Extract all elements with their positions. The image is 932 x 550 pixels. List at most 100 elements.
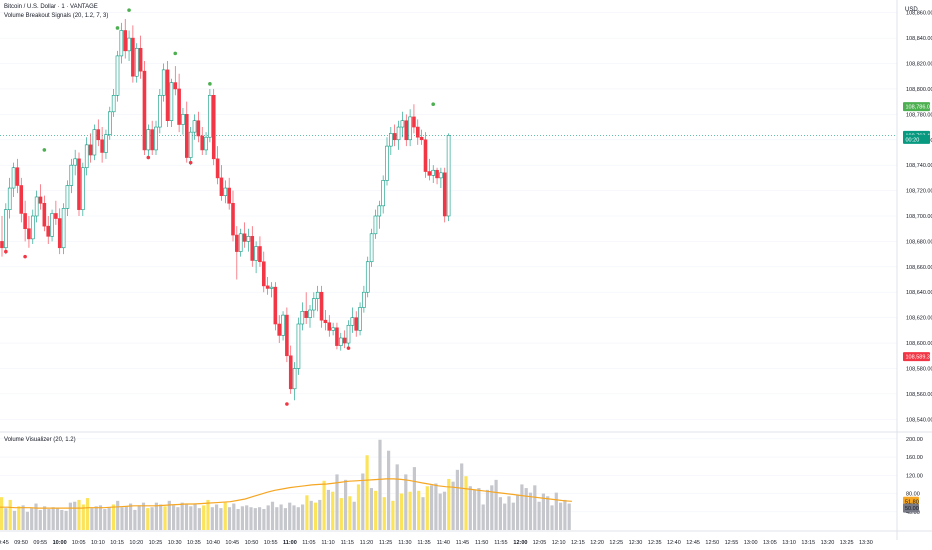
candle <box>404 114 409 147</box>
candle <box>392 124 397 147</box>
volume-bar <box>447 478 451 530</box>
candle-body <box>223 187 228 196</box>
candle-body <box>254 246 258 261</box>
candle <box>42 195 47 232</box>
sell-signal-dot <box>346 346 351 350</box>
time-tick-label: 12:35 <box>648 540 662 546</box>
buy-signal-dot <box>173 51 178 56</box>
volume-bar <box>546 496 550 530</box>
candle-body <box>215 158 220 179</box>
candle-body <box>250 236 255 261</box>
time-tick-label: 11:10 <box>321 540 334 546</box>
candle-body <box>423 139 428 172</box>
candle-body <box>227 187 231 204</box>
candle <box>81 162 85 216</box>
volume-bar <box>374 490 378 530</box>
volume-bar <box>0 497 4 530</box>
time-tick-label: 11:30 <box>398 540 411 546</box>
candle <box>439 167 443 189</box>
volume-bar <box>507 496 511 530</box>
candle <box>57 208 62 255</box>
candle <box>92 124 97 161</box>
candle <box>108 106 112 140</box>
volume-bar <box>331 491 335 530</box>
candle-body <box>127 37 131 52</box>
time-tick-label: 09:55 <box>33 540 47 546</box>
volume-bar <box>352 501 356 530</box>
volume-bar <box>490 485 494 530</box>
volume-bar <box>227 507 232 530</box>
candle-body <box>238 233 243 252</box>
candle-body <box>369 233 374 263</box>
volume-bar <box>520 484 524 530</box>
candle-body <box>115 55 120 96</box>
candle <box>423 132 428 178</box>
time-tick-label: 10:20 <box>129 540 143 546</box>
volume-badge: 51.80 <box>903 496 919 506</box>
time-tick-label: 11:25 <box>379 540 392 546</box>
candle <box>4 203 8 255</box>
candle-body <box>208 94 212 138</box>
candle <box>312 292 316 318</box>
candle-body <box>96 129 101 141</box>
candle <box>369 228 374 267</box>
volume-bar <box>55 508 60 530</box>
candle <box>427 158 432 181</box>
candle <box>273 282 278 331</box>
volume-badge-label: 51.80 <box>905 499 919 505</box>
candle <box>61 203 66 255</box>
price-axis[interactable]: 108,860.00 108,840.00 108,820.00 108,800.00… <box>903 11 932 424</box>
candle <box>34 190 39 223</box>
volume-bar <box>511 502 515 530</box>
volume-bar <box>172 505 176 530</box>
symbol-title[interactable]: Bitcoin / U.S. Dollar · 1 · VANTAGE <box>4 4 98 10</box>
volume-bar <box>159 504 163 530</box>
sell-signal-dot <box>188 160 193 165</box>
volume-bar <box>68 502 72 530</box>
time-tick-label: 13:25 <box>840 540 854 546</box>
time-tick-label: 12:30 <box>629 540 643 546</box>
price-tick-label: 108,800.00 <box>906 87 932 93</box>
candle-body <box>335 327 339 346</box>
volume-bar <box>275 507 279 530</box>
candle <box>327 315 332 337</box>
candle <box>258 236 262 267</box>
candle-body <box>231 202 235 236</box>
sell-signal-dot <box>23 254 27 259</box>
candle <box>231 190 235 242</box>
volume-bar <box>434 483 438 530</box>
candle-body <box>134 47 139 77</box>
volume-bar <box>245 505 249 530</box>
time-tick-label: 11:35 <box>417 540 430 546</box>
volume-bar <box>154 502 158 530</box>
volume-bar <box>481 504 485 530</box>
candle-body <box>65 185 70 209</box>
candle <box>242 222 247 248</box>
candle-body <box>173 82 178 90</box>
time-axis[interactable]: 09:45 09:50 09:55 10:00 10:05 10:10 10:15 10:20… <box>0 540 873 546</box>
candle-body <box>192 120 197 133</box>
volume-bar <box>404 474 408 530</box>
candle-body <box>412 116 416 128</box>
volume-pane-label[interactable]: Volume Visualizer (20, 1.2) <box>4 437 76 443</box>
candle <box>84 137 89 176</box>
time-tick-label: 10:35 <box>187 540 201 546</box>
candle <box>338 332 343 351</box>
price-badge-bg <box>903 352 930 362</box>
price-badge: 108,786.07 <box>903 102 932 112</box>
candle-body <box>304 310 308 318</box>
volume-bar <box>73 501 77 530</box>
candle-body <box>100 139 104 153</box>
price-tick-label: 108,600.00 <box>906 341 932 347</box>
time-tick-label: 12:05 <box>533 540 547 546</box>
buy-signal-dot <box>431 102 436 106</box>
candle <box>200 127 204 156</box>
time-tick-label: 09:50 <box>14 540 28 546</box>
indicator-label[interactable]: Volume Breakout Signals (20, 1.2, 7, 3) <box>4 13 109 19</box>
candle <box>300 302 305 331</box>
volume-tick-label: 120.00 <box>906 473 923 479</box>
candle-body <box>392 133 397 141</box>
volume-bar <box>451 481 455 530</box>
